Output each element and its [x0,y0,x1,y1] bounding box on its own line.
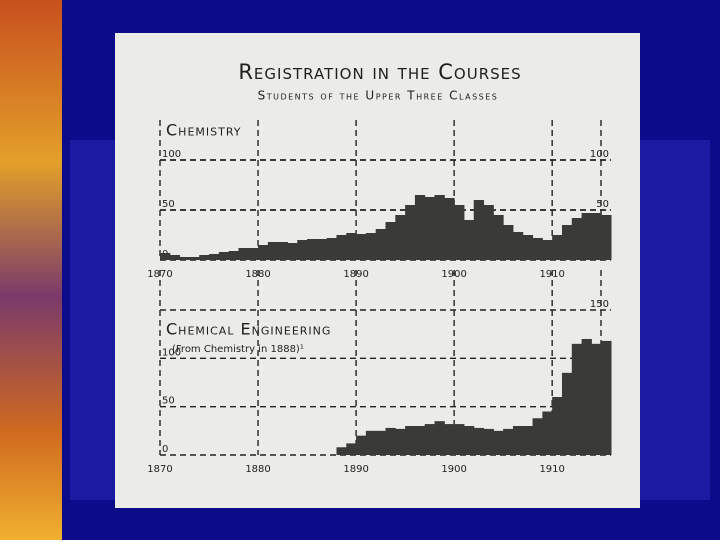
bar [326,238,337,260]
bar [395,215,406,260]
bar [473,427,485,455]
bar [581,339,592,455]
bar [571,218,583,260]
bar [552,235,563,260]
bar [405,426,416,455]
bar [512,426,524,455]
bar [503,428,514,455]
bar [385,222,396,260]
x-tick-label: 1900 [441,464,466,475]
bar [160,253,171,260]
bar [444,198,455,260]
title: Registration in the Courses [238,60,521,84]
bar [209,254,220,260]
bar [248,248,259,260]
bar [454,424,465,455]
decor-strip [0,0,62,540]
bar [434,421,445,455]
chart-title: Chemistry [166,121,242,140]
bar [454,205,465,260]
y-tick-label: 0 [162,444,168,455]
bar [405,205,416,260]
bar [483,205,494,260]
y-tick-label: 100 [162,149,181,160]
bar [601,340,612,455]
bar [316,239,328,260]
bar [591,343,602,455]
y-tick-label: 50 [162,199,175,210]
bar [169,255,181,260]
y2-tick-label: 50 [596,199,609,210]
annotation: (From Chemistry in 1888)¹ [172,344,304,355]
bar [483,428,494,455]
bar [414,426,426,455]
x-tick-label: 1890 [343,464,368,475]
bar [532,418,543,455]
bar [297,240,308,260]
bar [463,426,475,455]
bar [356,435,367,455]
y-tick-label: 50 [162,396,175,407]
subtitle: Students of the Upper Three Classes [258,89,499,103]
bar [414,195,426,260]
bar [444,424,455,455]
bar [228,251,239,260]
bar [365,233,377,260]
bar [189,257,200,260]
y2-tick-label: 100 [590,149,609,160]
bar [375,430,386,455]
bar [307,239,318,260]
bar [346,443,357,455]
bar [199,255,210,260]
bar [552,397,563,455]
bar [385,427,396,455]
bar [258,245,269,260]
bar [179,257,190,260]
bar [473,200,485,260]
bar [375,229,386,260]
bar [287,243,298,260]
bar [601,215,612,260]
bar [503,225,514,260]
bar [542,240,553,260]
bar [346,233,357,260]
bar [463,220,475,260]
bar [365,430,377,455]
bar [581,213,592,260]
x-tick-label: 1910 [539,464,564,475]
bar [493,215,504,260]
y-tick-label: 100 [162,347,181,358]
bar [561,225,573,260]
bar [512,232,524,260]
x-tick-label: 1880 [245,464,270,475]
chart-title: Chemical Engineering [166,320,331,339]
bar [395,428,406,455]
bar [238,248,249,260]
y2-tick-label: 150 [590,299,609,310]
bar [218,252,230,260]
bar [356,234,367,260]
bar [542,411,553,455]
bar [424,197,436,260]
bar [424,424,436,455]
bar [336,235,347,260]
bar [434,195,445,260]
x-tick-label: 1870 [147,464,172,475]
bar [532,238,543,260]
bar [522,235,534,260]
bar [493,430,504,455]
bar [336,447,347,455]
bar [561,372,573,455]
bar [277,242,288,260]
bar [267,242,279,260]
bar [571,343,583,455]
bar [522,426,534,455]
bar [591,213,602,260]
